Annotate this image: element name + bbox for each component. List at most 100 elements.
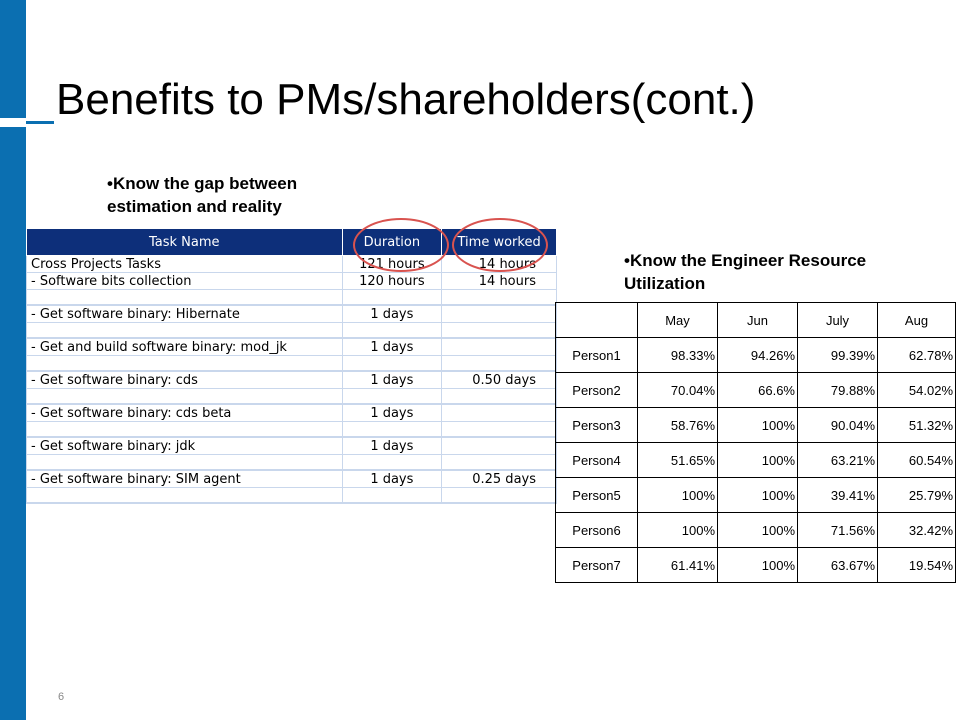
accent-bar-notch: [0, 118, 26, 127]
column-header-task-name: Task Name: [26, 228, 343, 256]
column-header-aug: Aug: [877, 302, 956, 338]
utilization-table-body: Person1 98.33% 94.26% 99.39% 62.78% Person2 70…: [555, 337, 956, 583]
duration-cell: 1 days: [341, 470, 443, 488]
time-worked-cell: [441, 338, 557, 356]
task-table-spacer-cell: [441, 487, 557, 504]
utilization-row: Person5 100% 100% 39.41% 25.79%: [555, 477, 956, 513]
task-table-spacer-row: [26, 355, 557, 372]
task-table-spacer-row: [26, 388, 557, 405]
utilization-value-cell: 100%: [637, 512, 718, 548]
utilization-value-cell: 70.04%: [637, 372, 718, 408]
utilization-value-cell: 90.04%: [797, 407, 878, 443]
task-table-spacer-cell: [26, 421, 343, 438]
time-worked-highlight-circle: [452, 218, 548, 272]
task-table-spacer-cell: [26, 322, 343, 339]
utilization-value-cell: 66.6%: [717, 372, 798, 408]
task-table-row: - Get software binary: cds beta 1 days: [26, 404, 557, 422]
column-header-july: July: [797, 302, 878, 338]
utilization-value-cell: 100%: [637, 477, 718, 513]
utilization-table: May Jun July Aug Person1 98.33% 94.26% 99.3…: [555, 302, 956, 583]
task-table-row: - Get software binary: SIM agent 1 days 0.…: [26, 470, 557, 488]
task-table-screenshot: Task Name Duration Time worked Cross Pro…: [26, 228, 557, 528]
duration-highlight-circle: [353, 218, 449, 272]
task-name-cell: - Get software binary: cds beta: [26, 404, 343, 422]
utilization-value-cell: 54.02%: [877, 372, 956, 408]
utilization-value-cell: 100%: [717, 407, 798, 443]
utilization-value-cell: 100%: [717, 442, 798, 478]
utilization-value-cell: 62.78%: [877, 337, 956, 373]
task-table-spacer-cell: [441, 322, 557, 339]
person-name-cell: Person5: [555, 477, 638, 513]
utilization-value-cell: 63.67%: [797, 547, 878, 583]
utilization-value-cell: 100%: [717, 512, 798, 548]
utilization-row: Person2 70.04% 66.6% 79.88% 54.02%: [555, 372, 956, 408]
person-name-cell: Person3: [555, 407, 638, 443]
task-table-row: - Get and build software binary: mod_jk 1…: [26, 338, 557, 356]
utilization-row: Person7 61.41% 100% 63.67% 19.54%: [555, 547, 956, 583]
task-table-spacer-cell: [26, 388, 343, 405]
task-name-cell: Cross Projects Tasks: [26, 255, 343, 273]
utilization-row: Person1 98.33% 94.26% 99.39% 62.78%: [555, 337, 956, 373]
utilization-value-cell: 60.54%: [877, 442, 956, 478]
utilization-value-cell: 79.88%: [797, 372, 878, 408]
page-number: 6: [58, 691, 65, 703]
utilization-value-cell: 98.33%: [637, 337, 718, 373]
utilization-value-cell: 100%: [717, 547, 798, 583]
task-name-cell: - Get software binary: jdk: [26, 437, 343, 455]
task-table-spacer-row: [26, 421, 557, 438]
task-table-spacer-cell: [341, 421, 443, 438]
task-table-row: - Software bits collection 120 hours 14 ho…: [26, 272, 557, 290]
task-table-row: - Get software binary: jdk 1 days: [26, 437, 557, 455]
bullet-estimation-gap: •Know the gap between estimation and rea…: [107, 174, 298, 216]
slide-title: Benefits to PMs/shareholders(cont.): [56, 75, 756, 124]
utilization-value-cell: 51.65%: [637, 442, 718, 478]
task-table: Task Name Duration Time worked Cross Pro…: [26, 228, 557, 504]
duration-cell: 1 days: [341, 338, 443, 356]
task-name-cell: - Software bits collection: [26, 272, 343, 290]
task-table-row: - Get software binary: cds 1 days 0.50 day…: [26, 371, 557, 389]
task-table-spacer-cell: [341, 355, 443, 372]
person-name-cell: Person6: [555, 512, 638, 548]
column-header-jun: Jun: [717, 302, 798, 338]
utilization-row: Person6 100% 100% 71.56% 32.42%: [555, 512, 956, 548]
accent-line: [26, 121, 54, 124]
column-header-person: [555, 302, 638, 338]
task-table-spacer-row: [26, 289, 557, 306]
task-name-cell: - Get software binary: SIM agent: [26, 470, 343, 488]
task-table-spacer-cell: [26, 487, 343, 504]
utilization-header-row: May Jun July Aug: [555, 302, 956, 338]
duration-cell: 1 days: [341, 437, 443, 455]
task-table-spacer-cell: [341, 454, 443, 471]
task-table-spacer-cell: [341, 388, 443, 405]
utilization-row: Person4 51.65% 100% 63.21% 60.54%: [555, 442, 956, 478]
utilization-value-cell: 61.41%: [637, 547, 718, 583]
task-table-spacer-cell: [26, 355, 343, 372]
person-name-cell: Person2: [555, 372, 638, 408]
task-table-spacer-row: [26, 454, 557, 471]
column-header-may: May: [637, 302, 718, 338]
person-name-cell: Person7: [555, 547, 638, 583]
task-table-spacer-cell: [26, 454, 343, 471]
utilization-value-cell: 63.21%: [797, 442, 878, 478]
task-table-spacer-cell: [26, 289, 343, 306]
time-worked-cell: 0.25 days: [441, 470, 557, 488]
task-table-spacer-row: [26, 322, 557, 339]
task-table-row: - Get software binary: Hibernate 1 days: [26, 305, 557, 323]
duration-cell: 120 hours: [341, 272, 443, 290]
utilization-value-cell: 39.41%: [797, 477, 878, 513]
task-name-cell: - Get and build software binary: mod_jk: [26, 338, 343, 356]
person-name-cell: Person4: [555, 442, 638, 478]
time-worked-cell: [441, 437, 557, 455]
time-worked-cell: [441, 305, 557, 323]
task-table-spacer-cell: [341, 289, 443, 306]
task-table-spacer-cell: [441, 289, 557, 306]
duration-cell: 1 days: [341, 404, 443, 422]
duration-cell: 1 days: [341, 371, 443, 389]
time-worked-cell: 14 hours: [441, 272, 557, 290]
person-name-cell: Person1: [555, 337, 638, 373]
utilization-value-cell: 94.26%: [717, 337, 798, 373]
time-worked-cell: [441, 404, 557, 422]
utilization-value-cell: 19.54%: [877, 547, 956, 583]
utilization-value-cell: 51.32%: [877, 407, 956, 443]
task-table-spacer-cell: [441, 454, 557, 471]
